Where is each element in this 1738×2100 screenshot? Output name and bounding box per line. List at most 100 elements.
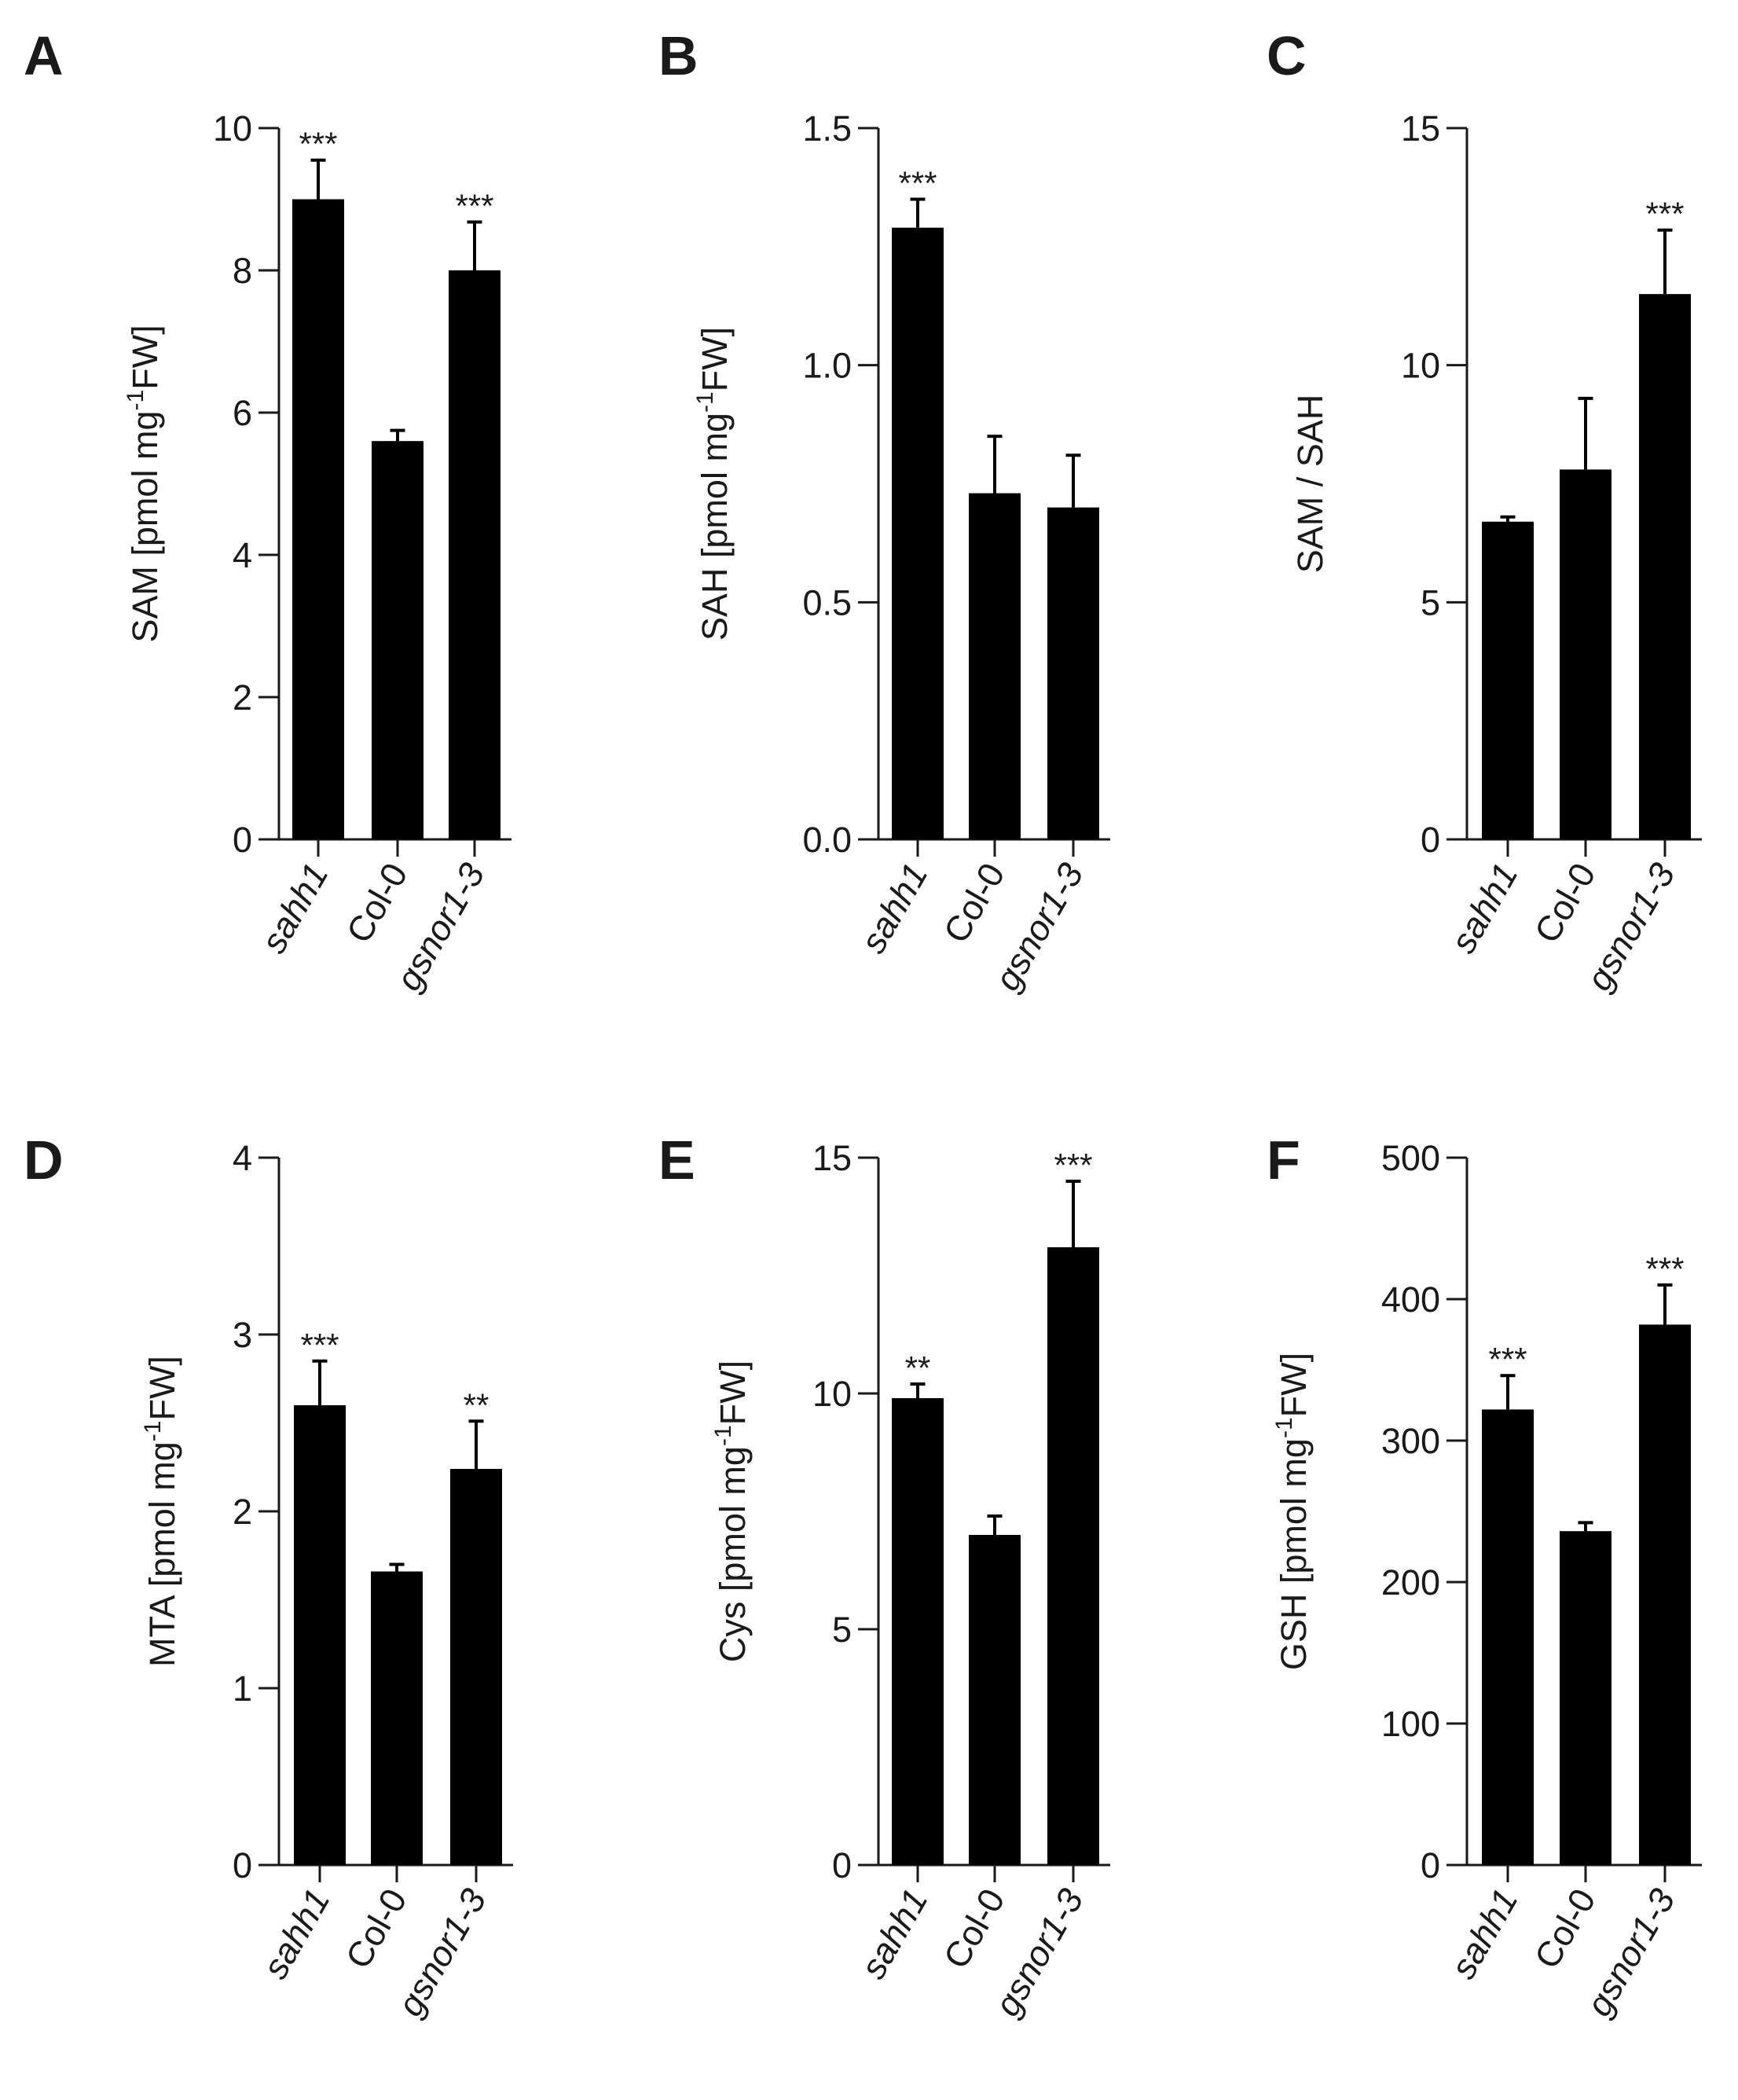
x-tick-label: sahh1 xyxy=(255,1882,337,1986)
bar-c-Col-0 xyxy=(1560,469,1612,839)
y-tick-label: 1.5 xyxy=(802,108,852,149)
x-tick-label: Col-0 xyxy=(1527,857,1604,950)
y-tick-label: 15 xyxy=(812,1138,852,1178)
panel-f: F 0 100 200 300 400 500 GSH [pmol mg-1FW] *** sah… xyxy=(1267,1129,1702,2023)
y-tick-label: 8 xyxy=(233,251,252,291)
y-axis-label-superscript: -1 xyxy=(123,390,148,411)
x-tick-label: Col-0 xyxy=(1527,1882,1604,1976)
panel-a: A 0 2 4 6 8 10 SAM [pmol mg-1FW] *** sahh1 Col-0 **… xyxy=(24,25,512,997)
bar-d-Col-0 xyxy=(371,1571,423,1865)
bar-f-sahh1 xyxy=(1482,1409,1534,1865)
y-axis-label-tail: FW] xyxy=(713,1360,753,1425)
bar-a-sahh1 xyxy=(292,199,344,839)
significance-marker: ** xyxy=(464,1386,490,1423)
y-axis-label-main: SAM / SAH xyxy=(1290,395,1330,574)
y-axis-label: Cys [pmol mg-1FW] xyxy=(710,1360,753,1662)
y-axis-label: MTA [pmol mg-1FW] xyxy=(140,1356,182,1667)
y-tick-label: 4 xyxy=(233,535,252,575)
significance-marker: *** xyxy=(1054,1147,1092,1184)
panel-letter: E xyxy=(658,1129,695,1191)
x-tick-label: sahh1 xyxy=(852,857,935,960)
x-tick-label: Col-0 xyxy=(338,1882,415,1976)
y-axis-label-main: Cys [pmol mg xyxy=(713,1446,753,1662)
significance-marker: *** xyxy=(1645,196,1684,233)
y-axis-label-tail: FW] xyxy=(695,327,735,391)
bar-b-sahh1 xyxy=(892,227,944,839)
bar-f-Col-0 xyxy=(1560,1531,1612,1865)
panel-letter: F xyxy=(1267,1129,1300,1191)
y-tick-label: 1.0 xyxy=(802,346,852,386)
y-axis-label-superscript: -1 xyxy=(710,1425,736,1446)
y-tick-label: 6 xyxy=(233,393,252,433)
x-tick-label: sahh1 xyxy=(253,857,336,960)
significance-marker: *** xyxy=(1488,1341,1527,1378)
panel-letter: D xyxy=(24,1129,64,1191)
significance-marker: *** xyxy=(455,187,493,224)
y-tick-label: 500 xyxy=(1381,1138,1440,1178)
x-tick-label: Col-0 xyxy=(936,857,1013,950)
significance-marker: *** xyxy=(1645,1250,1684,1287)
y-tick-label: 15 xyxy=(1401,108,1440,149)
panel-letter: C xyxy=(1267,25,1307,86)
significance-marker: *** xyxy=(299,126,337,163)
y-axis-label-main: SAH [pmol mg xyxy=(695,413,735,641)
y-axis-label-superscript: -1 xyxy=(692,391,718,413)
y-tick-label: 0.0 xyxy=(802,820,852,860)
y-axis-label-main: MTA [pmol mg xyxy=(142,1441,182,1667)
y-tick-label: 2 xyxy=(233,677,252,718)
bar-c-sahh1 xyxy=(1482,521,1534,839)
bar-c-gsnor1-3 xyxy=(1639,294,1691,840)
y-axis-label-superscript: -1 xyxy=(1271,1417,1297,1438)
x-tick-label: Col-0 xyxy=(936,1882,1013,1976)
x-tick-label: Col-0 xyxy=(339,857,416,950)
y-tick-label: 10 xyxy=(213,108,252,149)
y-tick-label: 3 xyxy=(233,1315,252,1355)
bar-f-gsnor1-3 xyxy=(1639,1324,1691,1865)
x-tick-label: sahh1 xyxy=(1443,1882,1525,1986)
significance-marker: *** xyxy=(898,165,937,202)
bar-a-gsnor1-3 xyxy=(449,270,500,839)
y-tick-label: 10 xyxy=(812,1374,852,1414)
y-axis-label-tail: FW] xyxy=(1274,1353,1314,1417)
y-axis-label-main: GSH [pmol mg xyxy=(1274,1438,1314,1670)
bar-a-Col-0 xyxy=(372,441,424,839)
y-tick-label: 4 xyxy=(233,1138,252,1178)
panel-letter: A xyxy=(24,25,64,86)
y-tick-label: 300 xyxy=(1381,1421,1440,1461)
y-axis-label: SAM [pmol mg-1FW] xyxy=(123,325,165,642)
y-tick-label: 0 xyxy=(233,1845,252,1885)
bar-d-sahh1 xyxy=(294,1405,346,1865)
y-tick-label: 100 xyxy=(1381,1704,1440,1744)
significance-marker: ** xyxy=(905,1349,931,1386)
y-tick-label: 0 xyxy=(832,1845,852,1885)
panel-b: B 0.0 0.5 1.0 1.5 SAH [pmol mg-1FW] *** sahh1 Co… xyxy=(658,25,1110,997)
bar-b-gsnor1-3 xyxy=(1047,507,1099,839)
y-tick-label: 10 xyxy=(1401,346,1440,386)
y-tick-label: 2 xyxy=(233,1492,252,1532)
y-tick-label: 200 xyxy=(1381,1562,1440,1603)
x-tick-label: sahh1 xyxy=(852,1882,935,1986)
y-tick-label: 0 xyxy=(1421,820,1440,860)
y-axis-label: SAM / SAH xyxy=(1290,395,1330,574)
y-axis-label-main: SAM [pmol mg xyxy=(125,411,165,643)
y-tick-label: 0.5 xyxy=(802,582,852,622)
y-tick-label: 5 xyxy=(1421,582,1440,622)
bar-d-gsnor1-3 xyxy=(450,1469,502,1865)
y-tick-label: 400 xyxy=(1381,1279,1440,1320)
bar-e-gsnor1-3 xyxy=(1047,1247,1099,1865)
y-axis-label: SAH [pmol mg-1FW] xyxy=(692,327,735,641)
y-tick-label: 0 xyxy=(233,820,252,860)
bar-b-Col-0 xyxy=(969,493,1021,839)
bar-e-Col-0 xyxy=(969,1535,1021,1865)
bar-e-sahh1 xyxy=(892,1398,944,1865)
y-axis-label-tail: FW] xyxy=(125,325,165,389)
y-axis-label-tail: FW] xyxy=(142,1356,182,1420)
panel-letter: B xyxy=(658,25,698,86)
significance-marker: *** xyxy=(300,1327,339,1364)
y-tick-label: 1 xyxy=(233,1669,252,1709)
y-axis-label-superscript: -1 xyxy=(140,1421,166,1442)
